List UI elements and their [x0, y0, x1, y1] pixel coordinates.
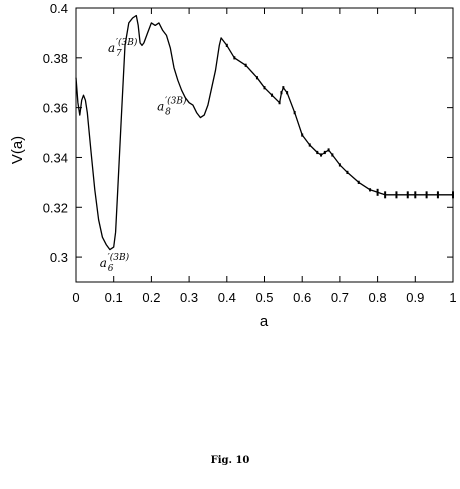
- annotation-main: a: [100, 256, 107, 270]
- x-tick-label: 0: [72, 290, 79, 305]
- annotation-subscript: 7: [116, 49, 122, 59]
- y-tick-label: 0.3: [50, 250, 68, 265]
- annotation-superscript: ′(3B): [116, 37, 138, 48]
- y-tick-label: 0.4: [50, 1, 68, 16]
- annotations: a ′(3B)6a ′(3B)7a ′(3B)8: [100, 37, 187, 274]
- annotation-label: a ′(3B)8: [157, 96, 187, 118]
- x-axis-title: a: [260, 313, 269, 330]
- x-tick-label: 0.5: [255, 290, 273, 305]
- annotation-subscript: 8: [165, 108, 171, 118]
- y-axis-title: V(a): [9, 136, 26, 164]
- plot-area: [75, 7, 454, 283]
- annotation-label: a ′(3B)6: [100, 252, 130, 274]
- annotation-label: a ′(3B)7: [108, 37, 138, 59]
- x-tick-label: 0.4: [218, 290, 236, 305]
- y-tick-label: 0.38: [43, 51, 68, 66]
- plot-frame: [75, 7, 454, 283]
- series-line: [75, 14, 453, 251]
- x-tick-label: 0.8: [369, 290, 387, 305]
- x-tick-label: 1: [449, 290, 456, 305]
- annotation-superscript: ′(3B): [108, 252, 130, 263]
- x-tick-label: 0.7: [331, 290, 349, 305]
- x-tick-label: 0.3: [180, 290, 198, 305]
- series-layer: [75, 14, 454, 251]
- x-tick-label: 0.6: [293, 290, 311, 305]
- y-tick-label: 0.36: [43, 101, 68, 116]
- x-tick-label: 0.2: [142, 290, 160, 305]
- annotation-subscript: 6: [108, 264, 114, 274]
- y-tick-label: 0.34: [43, 150, 68, 165]
- annotation-superscript: ′(3B): [165, 96, 187, 107]
- x-tick-label: 0.9: [406, 290, 424, 305]
- annotation-main: a: [108, 41, 115, 55]
- y-tick-label: 0.32: [43, 200, 68, 215]
- x-tick-label: 0.1: [105, 290, 123, 305]
- figure-caption: Fig. 10: [210, 455, 250, 466]
- chart: 0 0.1 0.2 0.3 0.4 0.5 0.6 0.7 0.8 0.9 1 0.30.320.3…: [9, 1, 457, 330]
- x-axis: 0 0.1 0.2 0.3 0.4 0.5 0.6 0.7 0.8 0.9 1: [72, 8, 457, 305]
- annotation-main: a: [157, 100, 164, 114]
- y-axis: 0.3 0.32 0.34 0.36 0.38 0.4: [43, 1, 453, 265]
